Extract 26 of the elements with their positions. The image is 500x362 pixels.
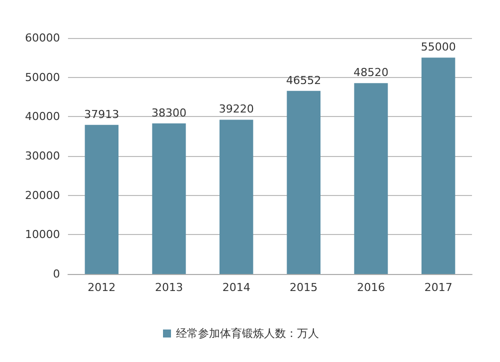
data-label: 55000 bbox=[420, 40, 456, 54]
data-label: 39220 bbox=[218, 102, 254, 116]
y-tick-label: 50000 bbox=[25, 70, 60, 84]
y-tick-label: 60000 bbox=[25, 32, 60, 44]
y-tick-label: 0 bbox=[53, 268, 60, 280]
y-tick-label: 20000 bbox=[25, 188, 60, 202]
x-tick-label: 2016 bbox=[357, 281, 385, 294]
data-label: 38300 bbox=[152, 106, 186, 120]
data-label: 37913 bbox=[84, 108, 120, 121]
bar bbox=[354, 83, 388, 274]
bar bbox=[84, 124, 118, 274]
x-tick-label: 2015 bbox=[290, 281, 318, 294]
bar bbox=[220, 120, 254, 274]
x-tick-label: 2014 bbox=[222, 281, 250, 294]
bar bbox=[422, 58, 456, 274]
x-tick-label: 2012 bbox=[88, 281, 116, 294]
bar bbox=[286, 90, 320, 274]
y-tick-label: 30000 bbox=[25, 150, 60, 162]
x-tick-label: 2013 bbox=[155, 281, 183, 294]
data-label: 48520 bbox=[354, 66, 388, 80]
bar bbox=[152, 123, 186, 274]
y-tick-label: 10000 bbox=[25, 228, 60, 242]
data-label: 46552 bbox=[286, 74, 322, 87]
legend-label: 经常参加体育锻炼人数：万人 bbox=[176, 327, 319, 340]
x-tick-label: 2017 bbox=[424, 281, 452, 294]
y-tick-label: 40000 bbox=[25, 110, 60, 124]
